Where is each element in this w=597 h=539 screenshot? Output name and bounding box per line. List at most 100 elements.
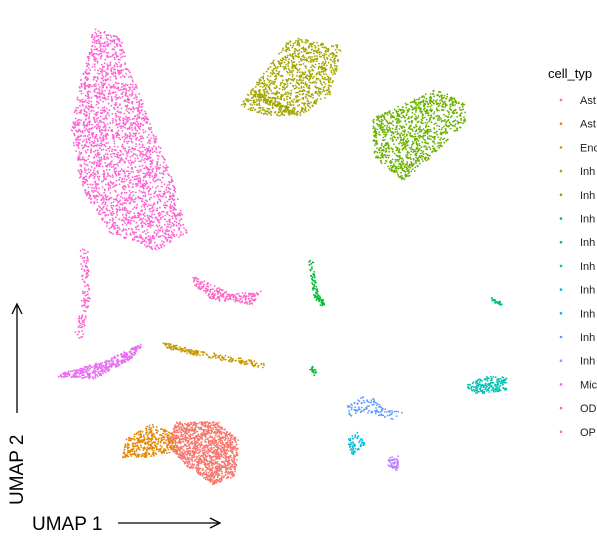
data-point — [324, 60, 327, 63]
data-point — [141, 238, 144, 241]
data-point — [105, 117, 108, 120]
data-point — [125, 202, 127, 205]
data-point — [97, 367, 99, 370]
data-point — [266, 91, 269, 94]
data-point — [275, 97, 277, 100]
data-point — [134, 128, 137, 131]
data-point — [330, 71, 333, 74]
data-point — [110, 72, 113, 75]
data-point — [433, 123, 436, 125]
data-point — [318, 94, 321, 97]
data-point — [128, 195, 131, 198]
data-point — [76, 333, 79, 336]
data-point — [269, 72, 272, 74]
data-point — [424, 156, 427, 159]
data-point — [91, 135, 94, 138]
data-point — [273, 111, 276, 114]
data-point — [403, 126, 406, 129]
data-point — [87, 190, 90, 193]
data-point — [145, 181, 148, 184]
data-point — [114, 163, 116, 166]
data-point — [150, 196, 153, 199]
data-point — [114, 155, 116, 158]
data-point — [312, 101, 315, 104]
data-point — [105, 36, 108, 39]
data-point — [109, 218, 111, 221]
data-point — [449, 98, 452, 101]
data-point — [156, 207, 159, 210]
data-point — [425, 124, 428, 126]
data-point — [429, 128, 432, 131]
data-point — [419, 125, 421, 128]
data-point — [94, 369, 97, 372]
data-point — [80, 119, 82, 121]
data-point — [302, 63, 305, 65]
data-point — [104, 367, 106, 369]
data-point — [86, 271, 89, 274]
data-point — [83, 374, 85, 377]
data-point — [140, 140, 143, 143]
data-point — [104, 201, 107, 204]
data-point — [127, 199, 129, 202]
data-point — [326, 58, 329, 60]
data-point — [155, 168, 158, 170]
data-point — [79, 326, 81, 329]
data-point — [133, 212, 136, 215]
data-point — [141, 135, 144, 138]
data-point — [286, 98, 288, 101]
data-point — [94, 66, 96, 68]
data-point — [102, 76, 105, 78]
data-point — [126, 357, 129, 360]
data-point — [279, 65, 282, 68]
data-point — [154, 139, 157, 141]
data-point — [101, 143, 104, 146]
data-point — [97, 54, 100, 56]
data-point — [323, 52, 326, 55]
data-point — [423, 141, 426, 144]
data-point — [275, 113, 278, 116]
data-point — [121, 52, 123, 55]
data-point — [287, 111, 290, 114]
data-point — [91, 371, 94, 374]
data-point — [125, 191, 128, 194]
data-point — [281, 95, 284, 98]
data-point — [164, 235, 166, 238]
data-point — [81, 377, 83, 380]
data-point — [262, 89, 265, 91]
data-point — [270, 62, 272, 65]
data-point — [93, 140, 96, 142]
data-point — [430, 104, 433, 106]
data-point — [129, 222, 132, 225]
data-point — [95, 100, 98, 103]
data-point — [276, 90, 279, 93]
data-point — [86, 164, 89, 167]
data-point — [295, 55, 297, 57]
data-point — [105, 52, 108, 54]
data-point — [100, 218, 103, 220]
data-point — [422, 122, 424, 125]
data-point — [151, 170, 154, 173]
data-point — [96, 375, 99, 378]
data-point — [85, 124, 88, 127]
data-point — [125, 353, 127, 356]
data-point — [131, 166, 133, 169]
data-point — [308, 87, 311, 90]
data-point — [289, 82, 292, 85]
data-point — [87, 105, 90, 107]
data-point — [103, 129, 106, 132]
data-point — [155, 166, 157, 168]
data-point — [84, 315, 87, 318]
data-point — [118, 183, 121, 186]
data-point — [116, 155, 119, 158]
data-point — [138, 93, 141, 95]
data-point — [126, 209, 129, 212]
data-point — [126, 110, 129, 113]
data-point — [178, 236, 181, 238]
data-point — [73, 111, 76, 114]
data-point — [408, 174, 411, 177]
data-point — [156, 154, 159, 157]
data-point — [151, 147, 154, 150]
data-point — [107, 112, 109, 115]
data-point — [302, 107, 305, 110]
data-point — [116, 131, 118, 134]
